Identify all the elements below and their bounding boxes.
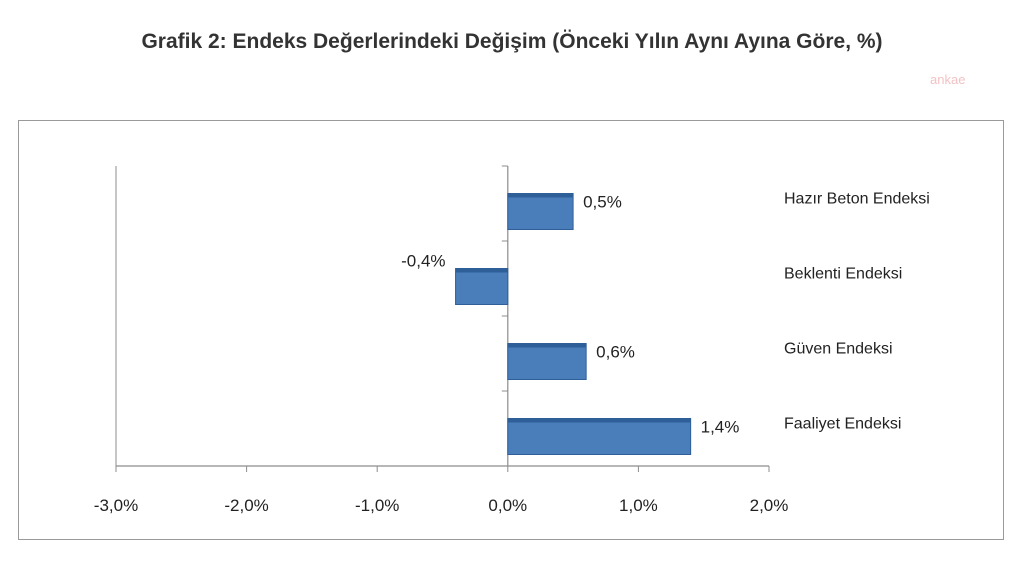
bar — [455, 268, 509, 305]
bar — [507, 193, 574, 230]
chart-frame: -3,0% -2,0% -1,0% 0,0% 1,0% 2,0% 0,5% Hazır Bet… — [18, 120, 1004, 540]
bar-top-edge — [507, 193, 574, 198]
chart-title: Grafik 2: Endeks Değerlerindeki Değişim … — [141, 30, 883, 53]
category-label: Güven Endeksi — [784, 341, 893, 358]
x-tick-label: -1,0% — [355, 496, 399, 515]
category-label: Faaliyet Endeksi — [784, 416, 901, 433]
x-tick-label: 2,0% — [750, 496, 789, 515]
x-tick-label: -2,0% — [224, 496, 268, 515]
data-label: 1,4% — [701, 418, 740, 437]
bar — [507, 343, 587, 380]
category-label: Hazır Beton Endeksi — [784, 191, 930, 208]
category-label: Beklenti Endeksi — [784, 266, 902, 283]
bar-top-edge — [507, 343, 587, 348]
x-tick-label: -3,0% — [94, 496, 138, 515]
data-label: -0,4% — [401, 252, 445, 271]
x-tick-label: 0,0% — [488, 496, 527, 515]
watermark: ankae — [930, 72, 966, 87]
x-tick-label: 1,0% — [619, 496, 658, 515]
bar-chart: -3,0% -2,0% -1,0% 0,0% 1,0% 2,0% 0,5% Hazır Bet… — [94, 165, 930, 515]
bar — [507, 418, 692, 455]
data-label: 0,5% — [583, 193, 622, 212]
bar-top-edge — [507, 418, 691, 423]
data-label: 0,6% — [596, 343, 635, 362]
bar-top-edge — [455, 268, 508, 273]
